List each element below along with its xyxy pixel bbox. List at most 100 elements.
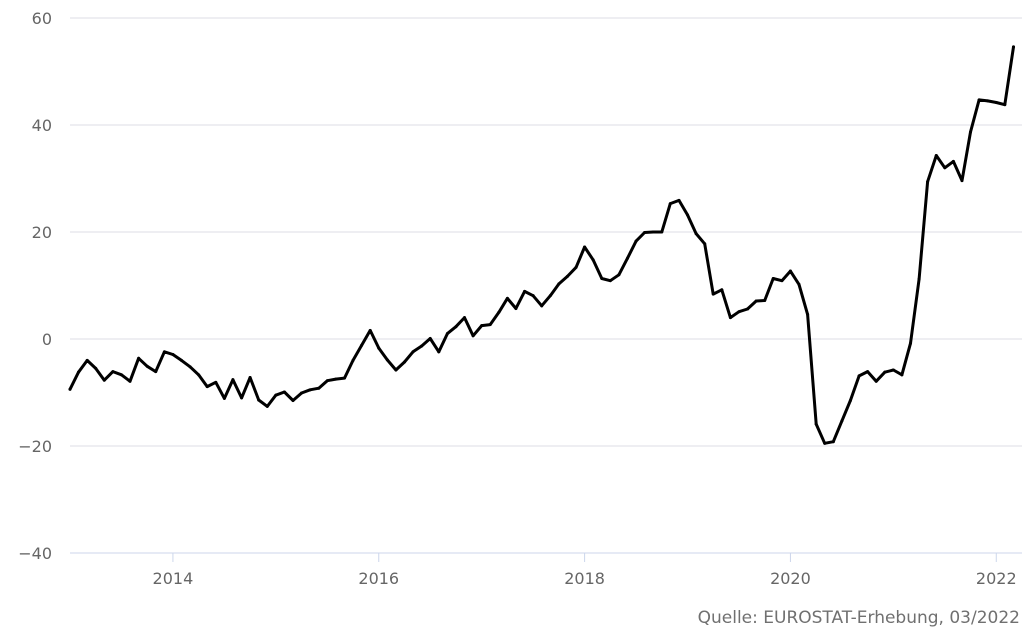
data-point xyxy=(231,378,235,382)
data-point xyxy=(951,159,955,163)
data-point xyxy=(780,279,784,283)
data-point xyxy=(617,273,621,277)
data-point xyxy=(94,366,98,370)
data-point xyxy=(334,377,338,381)
data-point xyxy=(205,385,209,389)
x-tick-label: 2020 xyxy=(770,569,811,588)
data-point xyxy=(514,307,518,311)
data-point xyxy=(634,239,638,243)
y-tick-label: 40 xyxy=(32,116,52,135)
data-point xyxy=(222,396,226,400)
data-point xyxy=(771,277,775,281)
data-point xyxy=(162,350,166,354)
data-point xyxy=(909,341,913,345)
data-point xyxy=(111,370,115,374)
data-point xyxy=(900,373,904,377)
gridlines xyxy=(70,17,1022,447)
data-point xyxy=(145,364,149,368)
data-point xyxy=(505,296,509,300)
data-point xyxy=(402,360,406,364)
x-tick-label: 2016 xyxy=(358,569,399,588)
data-point xyxy=(240,396,244,400)
data-point xyxy=(351,358,355,362)
y-tick-label: 20 xyxy=(32,223,52,242)
x-tick-label: 2018 xyxy=(564,569,605,588)
y-tick-label: 0 xyxy=(42,330,52,349)
data-point xyxy=(445,332,449,336)
data-point xyxy=(960,179,964,183)
data-point xyxy=(651,230,655,234)
data-point xyxy=(368,328,372,332)
data-point xyxy=(282,390,286,394)
data-point xyxy=(428,336,432,340)
data-point xyxy=(746,307,750,311)
data-point xyxy=(480,324,484,328)
data-point xyxy=(763,298,767,302)
data-point xyxy=(806,312,810,316)
data-point xyxy=(848,399,852,403)
data-point xyxy=(308,388,312,392)
data-point xyxy=(788,269,792,273)
data-point xyxy=(874,379,878,383)
data-point xyxy=(248,376,252,380)
data-point xyxy=(85,358,89,362)
data-point xyxy=(737,310,741,314)
data-point xyxy=(583,245,587,249)
data-point xyxy=(77,370,81,374)
data-point xyxy=(840,419,844,423)
data-point xyxy=(934,153,938,157)
data-point xyxy=(668,202,672,206)
data-point xyxy=(188,365,192,369)
data-point xyxy=(565,274,569,278)
data-point xyxy=(797,282,801,286)
data-point xyxy=(257,398,261,402)
data-point xyxy=(720,288,724,292)
data-point xyxy=(643,231,647,235)
data-point xyxy=(823,441,827,445)
data-point xyxy=(1003,103,1007,107)
y-tick-label: −20 xyxy=(18,437,52,456)
data-point xyxy=(814,422,818,426)
data-point xyxy=(591,258,595,262)
data-point xyxy=(454,325,458,329)
data-point xyxy=(754,299,758,303)
data-point xyxy=(128,379,132,383)
data-point xyxy=(857,374,861,378)
data-point xyxy=(686,213,690,217)
data-point xyxy=(703,242,707,246)
x-tick-label: 2022 xyxy=(976,569,1017,588)
data-point xyxy=(119,373,123,377)
data-point xyxy=(660,230,664,234)
data-point xyxy=(214,380,218,384)
data-point xyxy=(557,282,561,286)
data-point xyxy=(711,292,715,296)
data-point xyxy=(360,343,364,347)
data-point xyxy=(548,294,552,298)
data-point xyxy=(274,393,278,397)
data-point xyxy=(342,376,346,380)
data-point xyxy=(325,379,329,383)
data-point xyxy=(377,346,381,350)
source-note: Quelle: EUROSTAT-Erhebung, 03/2022 xyxy=(697,608,1020,628)
data-point xyxy=(411,350,415,354)
data-point xyxy=(265,404,269,408)
y-tick-label: −40 xyxy=(18,544,52,563)
data-point xyxy=(462,316,466,320)
data-point xyxy=(497,310,501,314)
data-point xyxy=(969,130,973,134)
data-point xyxy=(420,344,424,348)
data-point xyxy=(171,353,175,357)
series-line xyxy=(68,45,1015,445)
data-point xyxy=(831,440,835,444)
data-point xyxy=(694,232,698,236)
data-point xyxy=(540,304,544,308)
data-point xyxy=(986,99,990,103)
data-point xyxy=(1011,45,1015,49)
data-point xyxy=(994,101,998,105)
data-point xyxy=(943,166,947,170)
data-point xyxy=(317,386,321,390)
data-point xyxy=(574,265,578,269)
data-point xyxy=(68,387,72,391)
data-point xyxy=(891,368,895,372)
y-tick-label: 60 xyxy=(32,9,52,28)
